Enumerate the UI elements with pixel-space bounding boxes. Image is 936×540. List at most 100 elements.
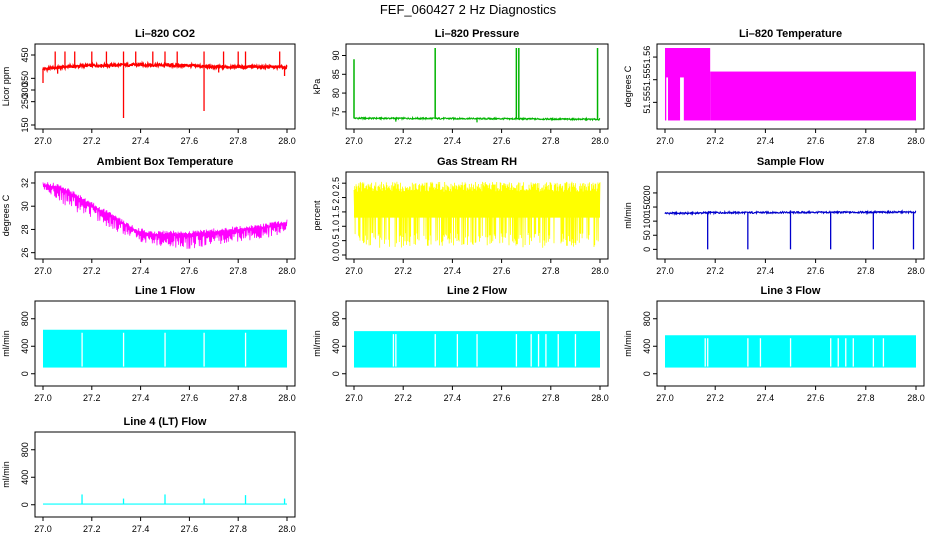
plot-frame: [345, 300, 609, 387]
flow-gap: [830, 338, 832, 367]
x-tick-label: 27.2: [394, 266, 412, 276]
y-tick-label: 400: [331, 339, 341, 354]
panel-title: Line 4 (LT) Flow: [124, 416, 207, 428]
y-tick-label: 200: [642, 185, 652, 200]
x-tick-label: 27.4: [444, 136, 462, 146]
data-block: [665, 48, 711, 121]
x-tick-label: 27.8: [229, 266, 247, 276]
flow-gap: [244, 332, 247, 367]
x-tick-label: 28.0: [278, 136, 296, 146]
x-tick-label: 28.0: [591, 136, 609, 146]
x-tick-label: 28.0: [278, 266, 296, 276]
y-tick-label: 0: [20, 502, 30, 507]
panel-title: Ambient Box Temperature: [97, 156, 234, 168]
y-tick-label: 26: [20, 248, 30, 258]
y-tick-label: 0: [642, 371, 652, 376]
x-tick-label: 27.8: [542, 136, 560, 146]
y-tick-label: 2.0: [331, 191, 341, 204]
x-tick-label: 27.0: [345, 266, 363, 276]
x-tick-label: 27.6: [493, 393, 511, 403]
y-tick-label: 32: [20, 178, 30, 188]
y-tick-label: 51.55: [642, 91, 652, 114]
x-tick-label: 27.2: [706, 136, 724, 146]
y-axis-label: degrees C: [623, 65, 633, 107]
y-tick-label: 350: [20, 71, 30, 86]
y-axis-label: ml/min: [623, 202, 633, 229]
x-tick-label: 27.8: [229, 136, 247, 146]
y-tick-label: 150: [20, 117, 30, 132]
data-block: [710, 71, 916, 121]
flow-gap: [845, 338, 847, 367]
y-tick-label: 0: [20, 371, 30, 376]
y-tick-label: 0.5: [331, 234, 341, 247]
y-tick-label: 85: [331, 69, 341, 79]
chart-panel-pressure: Li–820 Pressure kPa 75 80 85 90 27.0 27.2 27.4 27…: [312, 28, 609, 146]
x-tick-label: 27.6: [807, 393, 825, 403]
y-tick-label: 400: [20, 339, 30, 354]
x-tick-label: 27.0: [34, 524, 52, 534]
chart-panel-line2_flow: Line 2 Flow ml/min 0 400 800 27.0 27.2 27.4 27.6…: [312, 285, 609, 403]
panel-title: Li–820 Pressure: [435, 28, 519, 40]
x-tick-label: 28.0: [907, 136, 925, 146]
x-tick-label: 27.6: [493, 266, 511, 276]
x-tick-label: 28.0: [907, 266, 925, 276]
panel-title: Line 1 Flow: [135, 285, 195, 297]
x-tick-label: 28.0: [591, 393, 609, 403]
chart-panel-line4_flow: Line 4 (LT) Flow ml/min 0 400 800 27.0 27.2 27.…: [1, 416, 296, 534]
y-tick-label: 450: [20, 47, 30, 62]
x-tick-label: 28.0: [278, 524, 296, 534]
flow-gap: [704, 338, 706, 367]
series-line1_flow: [43, 329, 287, 368]
panel-title: Li–820 Temperature: [739, 28, 842, 40]
x-tick-label: 27.8: [229, 393, 247, 403]
x-tick-label: 27.2: [83, 524, 101, 534]
chart-panel-gas_rh: Gas Stream RH percent 0.0 0.51.01.5 2.02.5 27…: [312, 156, 609, 276]
x-tick-label: 27.4: [757, 136, 775, 146]
y-tick-label: 51.55: [642, 68, 652, 91]
x-tick-label: 27.2: [706, 266, 724, 276]
y-tick-label: 0: [642, 247, 652, 252]
x-tick-label: 28.0: [591, 266, 609, 276]
y-tick-label: 80: [331, 88, 341, 98]
y-axis-label: ml/min: [623, 330, 633, 357]
y-axis-label: ml/min: [312, 330, 322, 357]
y-tick-label: 28: [20, 224, 30, 234]
panel-title: Gas Stream RH: [437, 156, 517, 168]
x-tick-label: 27.4: [132, 266, 150, 276]
x-tick-label: 27.4: [132, 393, 150, 403]
flow-gap: [574, 334, 577, 367]
flow-gap: [530, 334, 532, 367]
x-tick-label: 27.6: [181, 266, 199, 276]
x-tick-label: 27.0: [34, 393, 52, 403]
y-tick-label: 250: [20, 94, 30, 109]
chart-panel-line3_flow: Line 3 Flow ml/min 0 400 800 27.0 27.2 27.4 27.6…: [623, 285, 925, 403]
x-tick-label: 27.8: [542, 266, 560, 276]
x-tick-label: 28.0: [907, 393, 925, 403]
x-tick-label: 27.2: [394, 136, 412, 146]
data-gap: [666, 77, 669, 121]
plot-frame: [34, 171, 296, 260]
y-axis-label: Licor ppm: [1, 67, 11, 107]
series-pressure: [353, 48, 601, 123]
x-tick-label: 27.0: [34, 136, 52, 146]
plot-frame: [345, 171, 609, 260]
series-gas_rh: [353, 181, 601, 248]
flow-gap: [81, 332, 83, 367]
plot-frame: [345, 43, 609, 130]
panel-title: Li–820 CO2: [135, 28, 195, 40]
y-tick-label: 400: [642, 339, 652, 354]
flow-gap: [537, 334, 540, 367]
flow-gap: [434, 334, 436, 367]
x-tick-label: 27.4: [757, 393, 775, 403]
plot-frame: [656, 171, 925, 260]
x-tick-label: 27.6: [807, 266, 825, 276]
plot-frame: [656, 43, 925, 130]
plot-frame: [34, 300, 296, 387]
y-tick-label: 400: [20, 470, 30, 485]
plot-frame: [656, 300, 925, 387]
page-title: FEF_060427 2 Hz Diagnostics: [379, 2, 557, 17]
x-tick-label: 27.8: [857, 136, 875, 146]
flow-gap: [164, 332, 166, 367]
series-co2: [42, 51, 288, 118]
